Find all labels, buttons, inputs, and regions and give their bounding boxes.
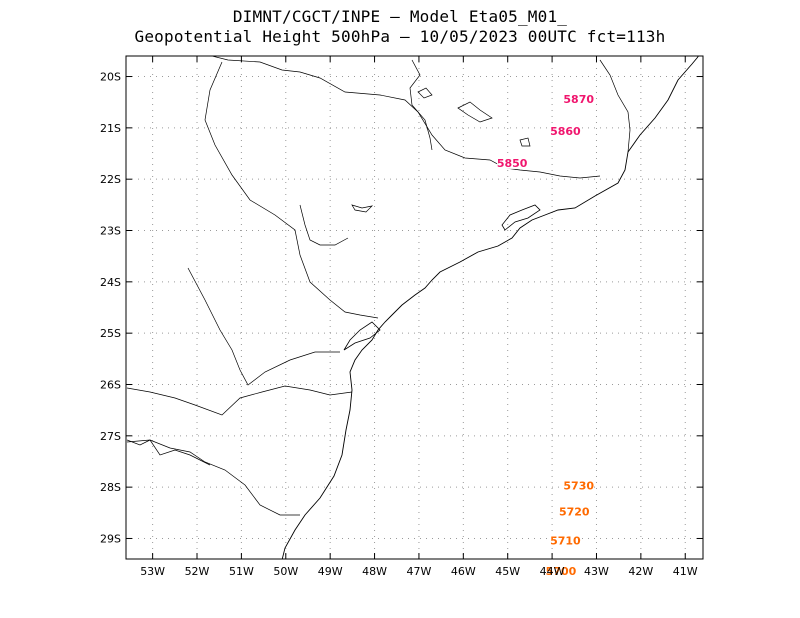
contour-label-bg	[550, 533, 581, 547]
map-title-line-2: Geopotential Height 500hPa – 10/05/2023 …	[134, 27, 666, 46]
axis-ticks	[126, 56, 703, 559]
plot-frame	[125, 55, 704, 560]
border-pr-sc	[126, 385, 353, 416]
lat-label: 23S	[100, 225, 121, 238]
contour-label-5700: 5700	[546, 565, 577, 578]
lon-label: 47W	[407, 565, 432, 578]
border-pr-sp	[187, 267, 340, 386]
lake-4	[519, 137, 531, 147]
contour-label-5870: 5870	[563, 93, 594, 106]
lon-label: 50W	[273, 565, 298, 578]
lon-label: 52W	[185, 565, 210, 578]
contour-label-5710: 5710	[550, 534, 581, 547]
lake-3	[417, 87, 433, 99]
lon-label: 48W	[362, 565, 387, 578]
lat-label: 20S	[100, 71, 121, 84]
longitude-labels: 53W 52W 51W 50W 49W 48W 47W 46W 45W 44W 43W 42W 41W	[140, 565, 698, 578]
contour-labels: 5870 5860 5850 5730 5720 5710 5700	[497, 92, 594, 578]
border-mg-sp	[210, 56, 601, 179]
border-argentina	[126, 439, 211, 466]
lat-label: 27S	[100, 430, 121, 443]
contour-label-5730: 5730	[563, 480, 594, 493]
coastline-lagoon	[343, 321, 381, 351]
contour-label-bg	[545, 564, 576, 578]
map-title-line-1: DIMNT/CGCT/INPE – Model Eta05_M01_	[232, 7, 568, 26]
contour-label-bg	[563, 92, 594, 106]
border-sp-rj	[409, 59, 433, 151]
lon-label: 44W	[540, 565, 565, 578]
contour-label-5720: 5720	[559, 506, 590, 519]
contour-label-bg	[559, 504, 590, 518]
contour-label-5850: 5850	[497, 157, 528, 170]
coastline-layer	[126, 56, 700, 559]
lake-2	[457, 101, 493, 123]
lake-1	[351, 204, 374, 213]
lat-label: 22S	[100, 173, 121, 186]
lon-label: 42W	[628, 565, 653, 578]
lat-label: 25S	[100, 327, 121, 340]
border-mg-es	[599, 59, 631, 153]
lat-label: 26S	[100, 378, 121, 391]
latitude-labels: 20S 21S 22S 23S 24S 25S 26S 27S 28S 29S	[100, 71, 121, 546]
lat-label: 21S	[100, 122, 121, 135]
contour-label-bg	[563, 478, 594, 492]
lon-label: 41W	[673, 565, 698, 578]
lon-label: 49W	[318, 565, 343, 578]
lat-label: 24S	[100, 276, 121, 289]
lat-label: 28S	[100, 481, 121, 494]
border-ms-sp	[204, 61, 379, 319]
graticule	[126, 56, 703, 559]
lon-label: 43W	[584, 565, 609, 578]
lat-label: 29S	[100, 532, 121, 545]
coastline-bay	[501, 204, 541, 231]
lon-label: 45W	[495, 565, 520, 578]
contour-label-bg	[497, 155, 528, 169]
contour-label-5860: 5860	[550, 125, 581, 138]
lon-label: 51W	[229, 565, 254, 578]
contour-label-bg	[550, 124, 581, 138]
lon-label: 53W	[140, 565, 165, 578]
border-sc-rs	[126, 439, 300, 516]
lon-label: 46W	[451, 565, 476, 578]
coastline-southeast	[281, 56, 700, 559]
river-parana	[299, 204, 349, 246]
